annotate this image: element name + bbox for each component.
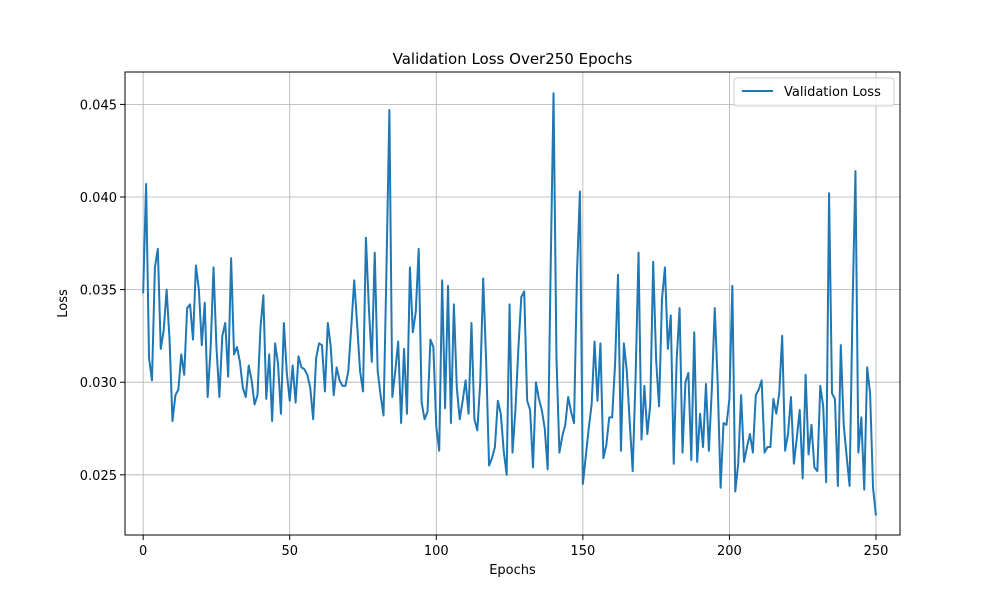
legend: Validation Loss [733, 77, 895, 107]
plot-frame [124, 71, 901, 536]
y-axis-title: Loss [56, 289, 71, 318]
x-tick-label: 0 [139, 544, 147, 559]
x-tick-label: 250 [864, 544, 889, 559]
y-tick-label: 0.040 [80, 191, 117, 206]
x-axis-title: Epochs [489, 563, 536, 578]
x-tick-label: 50 [281, 544, 298, 559]
x-tick-label: 100 [424, 544, 449, 559]
x-tick-label: 150 [570, 544, 595, 559]
y-axis-ticks: 0.025 0.030 0.035 0.040 0.045 [80, 98, 125, 484]
series-group [142, 92, 877, 516]
y-tick-label: 0.045 [80, 98, 117, 113]
x-axis-ticks: 0 50 100 150 200 250 [139, 535, 888, 559]
y-tick-label: 0.025 [80, 469, 117, 484]
y-tick-label: 0.035 [80, 284, 117, 299]
y-tick-label: 0.030 [80, 376, 117, 391]
legend-label: Validation Loss [784, 85, 881, 100]
series-line-validation-loss [142, 92, 877, 516]
chart-title: Validation Loss Over250 Epochs [393, 50, 633, 68]
x-tick-label: 200 [717, 544, 742, 559]
legend-box [733, 77, 895, 107]
